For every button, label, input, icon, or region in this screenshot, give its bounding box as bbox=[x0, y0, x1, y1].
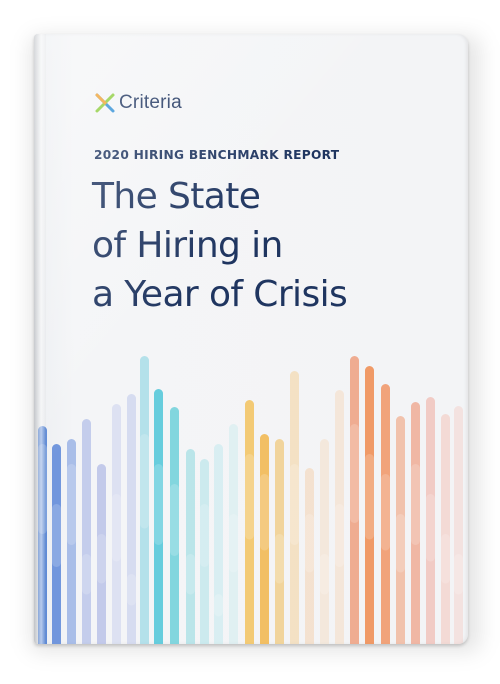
decor-bar-highlight bbox=[82, 554, 91, 595]
decor-bar-highlight bbox=[260, 474, 269, 551]
decor-bar-highlight bbox=[381, 474, 390, 551]
decor-bar-highlight bbox=[154, 464, 163, 545]
title-line-2: of Hiring in bbox=[92, 225, 283, 266]
decor-bar-highlight bbox=[396, 514, 405, 573]
decor-bar-highlight bbox=[454, 554, 463, 595]
decor-bar bbox=[186, 449, 195, 644]
decor-bar bbox=[290, 371, 299, 644]
decor-bar bbox=[365, 366, 374, 644]
decor-bar bbox=[260, 434, 269, 644]
title-line-3: a Year of Crisis bbox=[92, 274, 348, 315]
decor-bar bbox=[305, 468, 314, 644]
decor-bar bbox=[112, 404, 121, 644]
decor-bar-highlight bbox=[52, 504, 61, 567]
decor-bar bbox=[245, 400, 254, 644]
decor-bar-highlight bbox=[127, 574, 136, 606]
title-line-1: The State bbox=[92, 176, 261, 217]
decor-bar-highlight bbox=[305, 514, 314, 573]
decor-bar bbox=[229, 424, 238, 644]
decor-bar bbox=[82, 419, 91, 644]
decor-bar-highlight bbox=[140, 434, 149, 529]
decor-bar bbox=[335, 390, 344, 644]
report-kicker: 2020 HIRING BENCHMARK REPORT bbox=[94, 148, 340, 162]
decor-bar-highlight bbox=[320, 554, 329, 595]
report-title: The State of Hiring in a Year of Crisis bbox=[92, 172, 452, 319]
decor-bar bbox=[127, 394, 136, 644]
decor-bar bbox=[350, 356, 359, 644]
decor-bar-highlight bbox=[97, 534, 106, 584]
decor-bar bbox=[97, 464, 106, 644]
report-cover: Criteria 2020 HIRING BENCHMARK REPORT Th… bbox=[34, 34, 468, 644]
decor-bar bbox=[441, 414, 450, 644]
decor-bar-highlight bbox=[350, 424, 359, 523]
decor-bar-highlight bbox=[275, 534, 284, 584]
decor-bar bbox=[320, 439, 329, 644]
brand-name: Criteria bbox=[119, 92, 182, 113]
decor-bar-highlight bbox=[411, 464, 420, 545]
decor-bar-highlight bbox=[67, 464, 76, 545]
decor-bar bbox=[411, 402, 420, 644]
decor-bar-highlight bbox=[335, 504, 344, 567]
decor-bar-highlight bbox=[186, 554, 195, 595]
x-mark-icon bbox=[95, 93, 115, 113]
decor-bar bbox=[396, 416, 405, 644]
decor-bar bbox=[67, 439, 76, 644]
book-spine bbox=[34, 34, 46, 644]
decor-bar bbox=[275, 439, 284, 644]
decor-bar bbox=[170, 407, 179, 644]
decor-bar bbox=[154, 389, 163, 644]
decor-bar bbox=[200, 459, 209, 644]
decor-bar-highlight bbox=[200, 504, 209, 567]
decor-bar bbox=[140, 356, 149, 644]
decor-bar-highlight bbox=[365, 454, 374, 540]
decor-bar-highlight bbox=[229, 514, 238, 573]
decor-bar bbox=[454, 406, 463, 644]
decor-bar-highlight bbox=[426, 494, 435, 562]
decor-bar-highlight bbox=[290, 464, 299, 545]
decor-bar-highlight bbox=[170, 484, 179, 556]
decor-bar-highlight bbox=[214, 594, 223, 617]
criteria-logo: Criteria bbox=[94, 92, 182, 114]
decorative-bars bbox=[38, 356, 463, 644]
decor-bar bbox=[381, 384, 390, 644]
decor-bar-highlight bbox=[441, 534, 450, 584]
decor-bar bbox=[214, 444, 223, 644]
decor-bar bbox=[52, 444, 61, 644]
decor-bar-highlight bbox=[245, 454, 254, 540]
decor-bar-highlight bbox=[112, 494, 121, 562]
decor-bar bbox=[426, 397, 435, 644]
